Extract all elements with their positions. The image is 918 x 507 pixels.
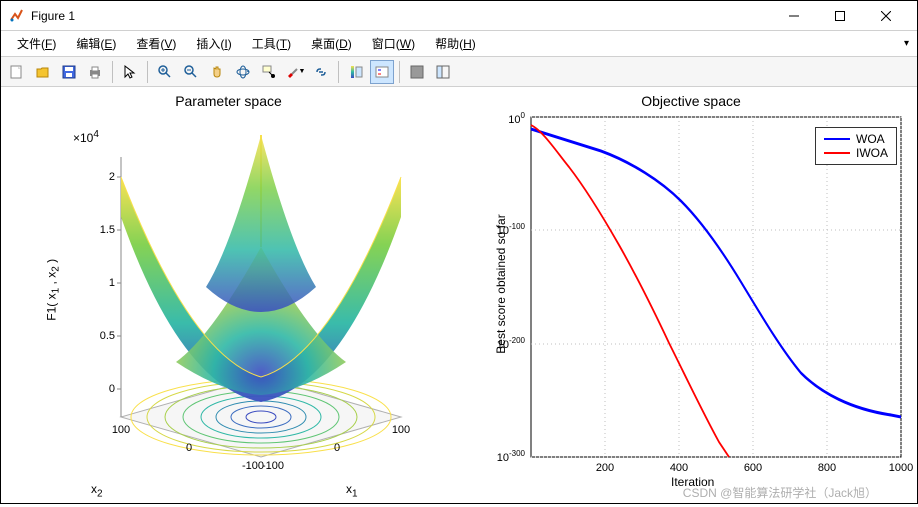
menu-desktop[interactable]: 桌面(D) [301,32,362,55]
svg-text:400: 400 [670,462,688,474]
datacursor-button[interactable] [257,60,281,84]
link-button[interactable] [309,60,333,84]
menubar: 文件(F) 编辑(E) 查看(V) 插入(I) 工具(T) 桌面(D) 窗口(W… [1,31,917,57]
svg-text:100: 100 [392,424,410,436]
maximize-button[interactable] [817,1,863,31]
brush-button[interactable]: ▼ [283,60,307,84]
svg-text:600: 600 [744,462,762,474]
print-button[interactable] [83,60,107,84]
save-button[interactable] [57,60,81,84]
minimize-button[interactable] [771,1,817,31]
svg-text:200: 200 [596,462,614,474]
menu-file[interactable]: 文件(F) [7,32,66,55]
svg-text:-100: -100 [262,460,284,472]
svg-text:10-300: 10-300 [497,449,526,464]
toolbar: ▼ [1,57,917,87]
toolbar-separator [399,61,400,83]
menu-edit[interactable]: 编辑(E) [66,32,126,55]
svg-text:100: 100 [112,424,130,436]
dock-button[interactable] [431,60,455,84]
legend-label-iwoa: IWOA [856,146,888,160]
y-axis-label: Best score obtained so far [494,184,508,384]
zoom-in-button[interactable] [153,60,177,84]
axes-2d: 100 10-100 10-200 10-300 200400600800100… [531,117,901,457]
rotate3d-button[interactable] [231,60,255,84]
svg-text:-100: -100 [242,460,264,472]
pan-button[interactable] [205,60,229,84]
colorbar-button[interactable] [344,60,368,84]
hide-plot-button[interactable] [405,60,429,84]
svg-text:1000: 1000 [889,462,913,474]
menu-view[interactable]: 查看(V) [126,32,186,55]
titlebar: Figure 1 [1,1,917,31]
x2-axis-label: x2 [91,482,103,499]
legend-swatch-iwoa [824,152,850,154]
subplot-parameter-space[interactable]: Parameter space ×104 F1( x1 , x2 ) [1,87,456,507]
svg-text:100: 100 [508,111,525,126]
axes-3d: 0 0.5 1 1.5 2 100 0 -100 -100 [61,117,441,477]
svg-text:10-200: 10-200 [497,336,526,351]
legend-label-woa: WOA [856,132,885,146]
legend[interactable]: WOA IWOA [815,127,897,165]
legend-button[interactable] [370,60,394,84]
zoom-out-button[interactable] [179,60,203,84]
x1-axis-label: x1 [346,482,358,499]
right-plot-title: Objective space [471,93,911,109]
legend-swatch-woa [824,138,850,140]
pointer-button[interactable] [118,60,142,84]
menu-tools[interactable]: 工具(T) [242,32,301,55]
menu-window[interactable]: 窗口(W) [362,32,425,55]
x-axis-label: Iteration [671,475,714,489]
menu-help[interactable]: 帮助(H) [425,32,486,55]
left-plot-title: Parameter space [1,93,456,109]
window-title: Figure 1 [31,9,771,23]
menu-insert[interactable]: 插入(I) [186,32,241,55]
svg-text:0: 0 [334,442,340,454]
svg-text:0: 0 [186,442,192,454]
menu-overflow-icon[interactable]: ▾ [904,38,909,49]
subplot-objective-space[interactable]: Objective space Best score obtained so f… [471,87,911,507]
toolbar-separator [147,61,148,83]
svg-text:0: 0 [109,383,115,395]
svg-text:1.5: 1.5 [100,224,115,236]
svg-text:1: 1 [109,277,115,289]
legend-item-woa[interactable]: WOA [824,132,888,146]
new-figure-button[interactable] [5,60,29,84]
svg-text:10-100: 10-100 [497,222,526,237]
matlab-icon [9,8,25,24]
figure-area: Parameter space ×104 F1( x1 , x2 ) [1,87,917,503]
open-button[interactable] [31,60,55,84]
svg-text:0.5: 0.5 [100,330,115,342]
toolbar-separator [112,61,113,83]
z-axis-label: F1( x1 , x2 ) [44,201,61,321]
svg-text:800: 800 [818,462,836,474]
legend-item-iwoa[interactable]: IWOA [824,146,888,160]
toolbar-separator [338,61,339,83]
close-button[interactable] [863,1,909,31]
svg-text:2: 2 [109,171,115,183]
window-controls [771,1,909,31]
